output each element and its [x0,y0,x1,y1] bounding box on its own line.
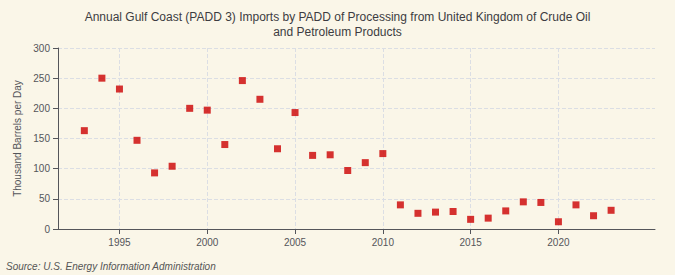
svg-text:2020: 2020 [547,237,570,248]
svg-text:Thousand Barrels per Day: Thousand Barrels per Day [12,80,23,197]
svg-text:Annual Gulf Coast (PADD 3) Imp: Annual Gulf Coast (PADD 3) Imports by PA… [85,10,591,24]
svg-text:Source: U.S. Energy Informatio: Source: U.S. Energy Information Administ… [6,261,216,272]
svg-text:2010: 2010 [372,237,395,248]
svg-text:200: 200 [33,103,50,114]
svg-text:50: 50 [39,193,51,204]
svg-text:100: 100 [33,163,50,174]
svg-text:1995: 1995 [108,237,131,248]
svg-text:and Petroleum Products: and Petroleum Products [273,25,402,39]
svg-text:0: 0 [44,224,50,235]
svg-text:2005: 2005 [284,237,307,248]
svg-text:150: 150 [33,133,50,144]
svg-text:300: 300 [33,43,50,54]
svg-text:250: 250 [33,73,50,84]
svg-text:2015: 2015 [460,237,483,248]
svg-text:2000: 2000 [196,237,219,248]
